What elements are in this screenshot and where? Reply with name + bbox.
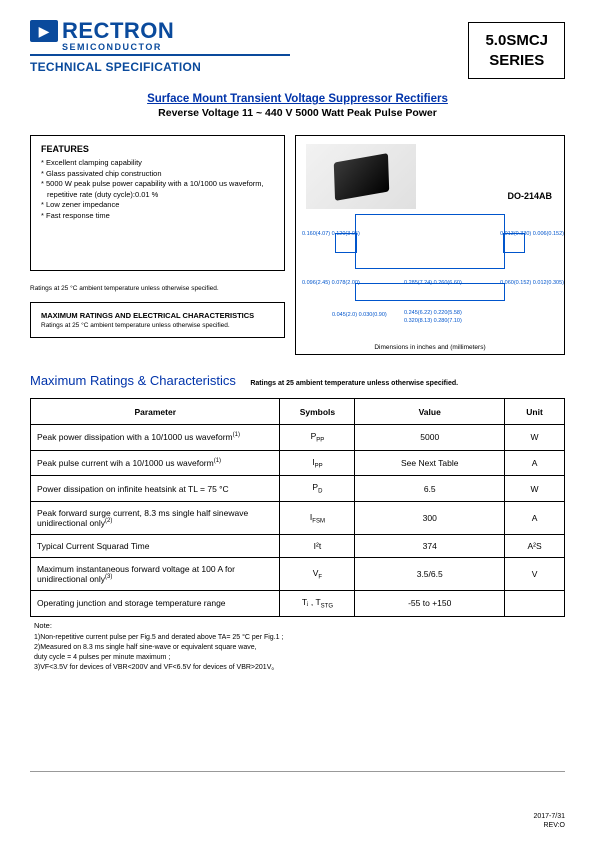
doc-title: Surface Mount Transient Voltage Suppress… (0, 93, 595, 105)
brand-logo-icon (30, 20, 58, 42)
cell-unit: W (505, 476, 565, 502)
brand-sub: SEMICONDUCTOR (62, 42, 290, 52)
page-footer: 2017-7/31 REV:O (533, 812, 565, 830)
note-line: 1)Non-repetitive current pulse per Fig.5… (34, 633, 565, 643)
cell-symbol: IFSM (280, 502, 355, 535)
table-row: Typical Current Squarad TimeI²t374A²S (31, 535, 565, 558)
cell-value: See Next Table (355, 450, 505, 476)
cell-value: 5000 (355, 425, 505, 451)
cell-param: Maximum instantaneous forward voltage at… (31, 558, 280, 591)
cell-symbol: VF (280, 558, 355, 591)
cell-value: 6.5 (355, 476, 505, 502)
cell-unit (505, 591, 565, 617)
logo-block: RECTRON SEMICONDUCTOR TECHNICAL SPECIFIC… (30, 18, 290, 74)
series-line1: 5.0SMCJ (485, 31, 548, 51)
cell-symbol: PPP (280, 425, 355, 451)
mechanical-drawing: 0.160(4.07) 0.120(3.05) 0.013(0.330) 0.0… (304, 214, 556, 301)
cell-symbol: PD (280, 476, 355, 502)
cell-value: -55 to +150 (355, 591, 505, 617)
th-unit: Unit (505, 399, 565, 425)
section-title-text: Maximum Ratings & Characteristics (30, 373, 236, 388)
cell-param: Typical Current Squarad Time (31, 535, 280, 558)
cell-param: Power dissipation on infinite heatsink a… (31, 476, 280, 502)
table-row: Peak pulse current wih a 10/1000 us wave… (31, 450, 565, 476)
cell-symbol: Tⱼ , TSTG (280, 591, 355, 617)
dim-label: 0.096(2.45) 0.078(2.00) (302, 280, 360, 286)
cell-param: Peak power dissipation with a 10/1000 us… (31, 425, 280, 451)
ratings-table: Parameter Symbols Value Unit Peak power … (30, 398, 565, 617)
right-column: DO-214AB 0.160(4.07) 0.120(3.05) 0.013(0… (295, 135, 565, 355)
cell-unit: A (505, 450, 565, 476)
notes-head: Note: (34, 621, 565, 632)
cell-unit: W (505, 425, 565, 451)
notes-block: Note: 1)Non-repetitive current pulse per… (0, 617, 595, 673)
cell-unit: A (505, 502, 565, 535)
cell-value: 374 (355, 535, 505, 558)
table-row: Operating junction and storage temperatu… (31, 591, 565, 617)
cell-unit: A²S (505, 535, 565, 558)
table-body: Peak power dissipation with a 10/1000 us… (31, 425, 565, 617)
chip-icon (333, 153, 389, 201)
logo-row: RECTRON (30, 18, 290, 44)
footer-date: 2017-7/31 (533, 812, 565, 821)
dim-label: 0.060(0.152) 0.012(0.305) (500, 280, 564, 286)
section-title-note: Ratings at 25 ambient temperature unless… (250, 380, 458, 387)
table-row: Peak power dissipation with a 10/1000 us… (31, 425, 565, 451)
section-title: Maximum Ratings & Characteristics Rating… (0, 355, 595, 388)
cell-symbol: IPP (280, 450, 355, 476)
cell-symbol: I²t (280, 535, 355, 558)
component-photo (306, 144, 416, 209)
dim-label: 0.013(0.330) 0.006(0.152) (500, 231, 564, 237)
tech-spec-label: TECHNICAL SPECIFICATION (30, 60, 290, 74)
feature-item: Low zener impedance (41, 200, 274, 211)
package-code: DO-214AB (507, 191, 552, 201)
footer-rule (30, 771, 565, 772)
note-line: 2)Measured on 8.3 ms single half sine-wa… (34, 643, 565, 653)
cell-param: Peak pulse current wih a 10/1000 us wave… (31, 450, 280, 476)
table-row: Maximum instantaneous forward voltage at… (31, 558, 565, 591)
left-column: FEATURES Excellent clamping capability G… (30, 135, 285, 355)
th-value: Value (355, 399, 505, 425)
mech-side-view: 0.096(2.45) 0.078(2.00) 0.060(0.152) 0.0… (355, 283, 505, 301)
cell-value: 3.5/6.5 (355, 558, 505, 591)
max-ratings-sub: Ratings at 25 °C ambient temperature unl… (41, 322, 274, 329)
cell-unit: V (505, 558, 565, 591)
table-header-row: Parameter Symbols Value Unit (31, 399, 565, 425)
package-footer: Dimensions in inches and (millimeters) (296, 344, 564, 351)
features-box: FEATURES Excellent clamping capability G… (30, 135, 285, 271)
series-box: 5.0SMCJ SERIES (468, 22, 565, 79)
series-line2: SERIES (485, 51, 548, 71)
title-block: Surface Mount Transient Voltage Suppress… (0, 93, 595, 119)
mid-row: FEATURES Excellent clamping capability G… (0, 119, 595, 355)
cell-param: Operating junction and storage temperatu… (31, 591, 280, 617)
mech-top-view: 0.160(4.07) 0.120(3.05) 0.013(0.330) 0.0… (355, 214, 505, 269)
max-ratings-title: MAXIMUM RATINGS AND ELECTRICAL CHARACTER… (41, 311, 274, 320)
header: RECTRON SEMICONDUCTOR TECHNICAL SPECIFIC… (0, 0, 595, 79)
package-drawing-box: DO-214AB 0.160(4.07) 0.120(3.05) 0.013(0… (295, 135, 565, 355)
dim-label: 0.320(8.13) 0.280(7.10) (404, 318, 462, 324)
feature-item: 5000 W peak pulse power capability with … (41, 179, 274, 200)
dim-label: 0.045(2.0) 0.030(0.90) (332, 312, 387, 318)
cell-value: 300 (355, 502, 505, 535)
features-heading: FEATURES (41, 144, 274, 154)
feature-item: Excellent clamping capability (41, 158, 274, 169)
th-symbols: Symbols (280, 399, 355, 425)
footer-rev: REV:O (533, 821, 565, 830)
feature-item: Glass passivated chip construction (41, 169, 274, 180)
ratings-note: Ratings at 25 °C ambient temperature unl… (30, 281, 285, 292)
dim-label: 0.245(6.22) 0.220(5.58) (404, 310, 462, 316)
doc-subtitle: Reverse Voltage 11 ~ 440 V 5000 Watt Pea… (0, 107, 595, 119)
features-list: Excellent clamping capability Glass pass… (41, 158, 274, 221)
max-ratings-box: MAXIMUM RATINGS AND ELECTRICAL CHARACTER… (30, 302, 285, 338)
cell-param: Peak forward surge current, 8.3 ms singl… (31, 502, 280, 535)
header-rule (30, 54, 290, 56)
dim-label: 0.160(4.07) 0.120(3.05) (302, 231, 360, 237)
note-line: 3)VF<3.5V for devices of VBR<200V and VF… (34, 663, 565, 673)
feature-item: Fast response time (41, 211, 274, 222)
note-line: duty cycle = 4 pulses per minute maximum… (34, 653, 565, 663)
brand-name: RECTRON (62, 18, 174, 44)
table-row: Peak forward surge current, 8.3 ms singl… (31, 502, 565, 535)
table-row: Power dissipation on infinite heatsink a… (31, 476, 565, 502)
th-parameter: Parameter (31, 399, 280, 425)
